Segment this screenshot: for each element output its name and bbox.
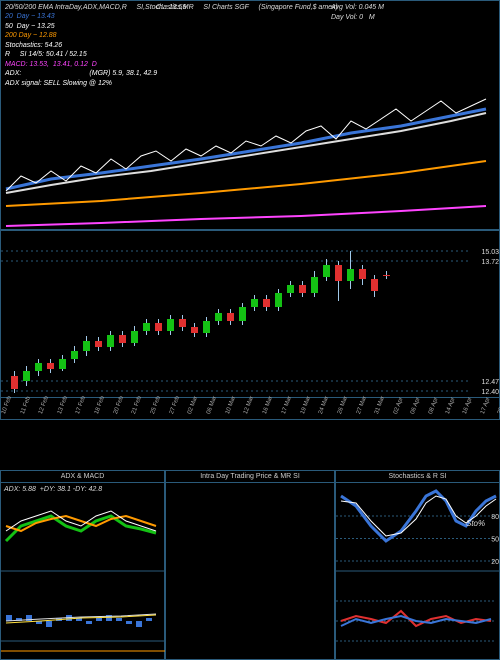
svg-text:12.40: 12.40 [481, 389, 499, 396]
header-avgvol: Avg Vol: 0.045 M [331, 3, 384, 12]
svg-text:50: 50 [491, 537, 499, 544]
svg-text:15.03: 15.03 [481, 249, 499, 256]
stoch-title: Stochastics & R SI [336, 471, 499, 483]
adx-macd-panel: ADX & MACD ADX: 5.88 +DY: 38.1 -DY: 42.8 [0, 470, 165, 660]
stoch-chart: 20 50 80 Sto% [336, 471, 500, 660]
stoch-panel: Stochastics & R SI 20 50 80 Sto% [335, 470, 500, 660]
header-dayvol: Day Vol: 0 M [331, 13, 375, 22]
svg-text:13.72: 13.72 [481, 259, 499, 266]
date-axis: 10 Feb11 Feb12 Feb13 Feb17 Feb18 Feb20 F… [1, 397, 499, 419]
candle-chart: 15.03 13.72 12.47 12.40 [1, 231, 500, 421]
svg-text:Sto%: Sto% [466, 519, 485, 528]
candle-panel: 15.03 13.72 12.47 12.40 10 Feb11 Feb12 Feb1… [0, 230, 500, 420]
header-cl: CL: 13.59 [156, 3, 186, 12]
intra-panel: Intra Day Trading Price & MR SI [165, 470, 335, 660]
svg-text:20: 20 [491, 559, 499, 566]
svg-text:12.47: 12.47 [481, 379, 499, 386]
adx-chart [1, 471, 166, 660]
intra-title: Intra Day Trading Price & MR SI [166, 471, 334, 483]
header-left: 20/50/200 EMA IntraDay,ADX,MACD,R SI,Sto… [5, 3, 338, 88]
ema-panel: 20/50/200 EMA IntraDay,ADX,MACD,R SI,Sto… [0, 0, 500, 230]
svg-text:80: 80 [491, 514, 499, 521]
adx-title: ADX & MACD [1, 471, 164, 483]
chart-container: 20/50/200 EMA IntraDay,ADX,MACD,R SI,Sto… [0, 0, 500, 660]
adx-values: ADX: 5.88 +DY: 38.1 -DY: 42.8 [4, 485, 102, 494]
